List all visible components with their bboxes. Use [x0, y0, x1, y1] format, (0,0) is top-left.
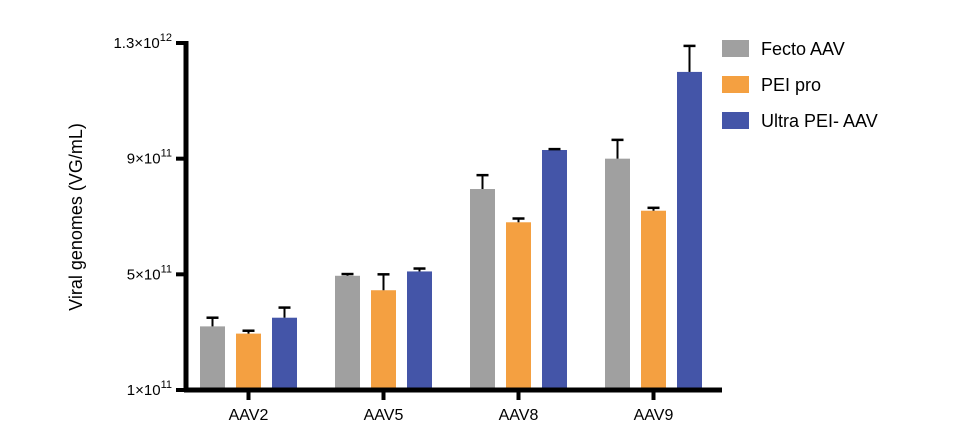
x-tick-label-aav5: AAV5	[364, 407, 404, 424]
bar-aav5-3	[407, 271, 432, 390]
error-bars-layer	[206, 44, 696, 334]
x-tick-label-aav9: AAV9	[634, 407, 674, 424]
y-tick-label: 1×1011	[127, 379, 172, 399]
legend-label-1: Fecto AAV	[761, 39, 845, 59]
bar-aav9-1	[605, 158, 630, 390]
legend-swatch-2	[722, 76, 749, 93]
legend-label-3: Ultra PEI- AAV	[761, 111, 878, 131]
legend: Fecto AAV PEI pro Ultra PEI- AAV	[722, 39, 878, 131]
bar-aav8-3	[542, 149, 567, 390]
bar-aav8-2	[506, 222, 531, 390]
bar-aav9-2	[641, 210, 666, 390]
bar-aav2-3	[272, 317, 297, 390]
bar-aav2-2	[236, 333, 261, 390]
x-tick-label-aav8: AAV8	[499, 407, 539, 424]
x-tick-label-aav2: AAV2	[229, 407, 269, 424]
y-axis-title: Viral genomes (VG/mL)	[66, 123, 86, 311]
y-tick-label: 9×1011	[127, 148, 172, 168]
axes-layer	[176, 41, 722, 400]
bar-aav9-3	[677, 71, 702, 391]
y-tick-label: 1.3×1012	[113, 32, 172, 52]
legend-label-2: PEI pro	[761, 75, 821, 95]
bars-layer	[200, 71, 702, 391]
bar-aav2-1	[200, 326, 225, 390]
y-tick-label: 5×1011	[127, 263, 172, 283]
legend-swatch-3	[722, 112, 749, 129]
bar-aav8-1	[470, 189, 495, 390]
labels-layer: 1×1011 5×1011 9×1011 1.3×1012 AAV2 AAV5 AAV8 AA…	[113, 32, 673, 424]
bar-aav5-1	[335, 275, 360, 390]
legend-swatch-1	[722, 40, 749, 57]
bar-aav5-2	[371, 290, 396, 390]
